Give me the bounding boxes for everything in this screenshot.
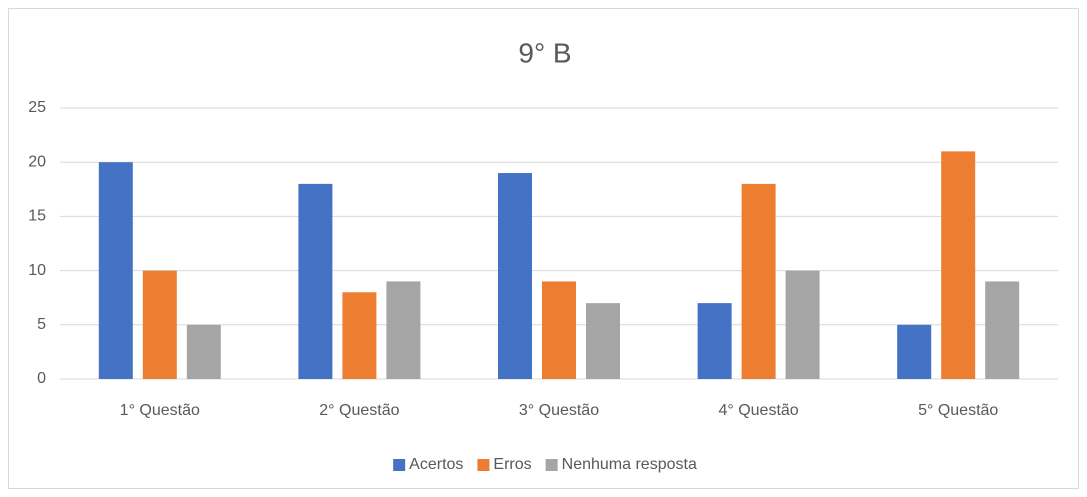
y-tick-label: 25 <box>28 99 46 116</box>
bar <box>98 162 133 379</box>
legend-swatch <box>477 459 490 471</box>
bar <box>785 270 820 379</box>
bar <box>985 281 1020 379</box>
legend-item: Nenhuma resposta <box>545 456 697 473</box>
chart-border <box>8 8 1079 489</box>
legend-swatch <box>545 459 558 471</box>
bar <box>697 303 732 379</box>
legend-label: Erros <box>493 456 531 473</box>
legend-item: Acertos <box>393 456 463 473</box>
x-tick-label: 2° Questão <box>319 402 399 419</box>
y-tick-label: 15 <box>28 208 46 225</box>
legend-label: Acertos <box>409 456 463 473</box>
bar <box>586 303 620 379</box>
legend-swatch <box>393 459 406 471</box>
bar <box>186 324 221 379</box>
bar <box>342 292 377 379</box>
y-tick-label: 10 <box>28 262 46 279</box>
y-tick-label: 0 <box>37 370 46 387</box>
legend-item: Erros <box>477 456 532 473</box>
x-tick-label: 5° Questão <box>918 402 998 419</box>
bar <box>498 173 532 379</box>
x-tick-label: 1° Questão <box>120 402 200 419</box>
y-tick-label: 20 <box>28 153 46 170</box>
bar <box>298 183 333 379</box>
bar <box>142 270 177 379</box>
chart-title: 9° B <box>518 37 571 68</box>
bar <box>542 281 576 379</box>
x-tick-label: 4° Questão <box>718 402 798 419</box>
bar <box>941 151 976 379</box>
bar <box>386 281 421 379</box>
x-tick-label: 3° Questão <box>519 402 599 419</box>
legend-label: Nenhuma resposta <box>562 456 697 473</box>
bar <box>741 183 776 379</box>
y-tick-label: 5 <box>37 316 46 333</box>
bar <box>897 324 932 379</box>
